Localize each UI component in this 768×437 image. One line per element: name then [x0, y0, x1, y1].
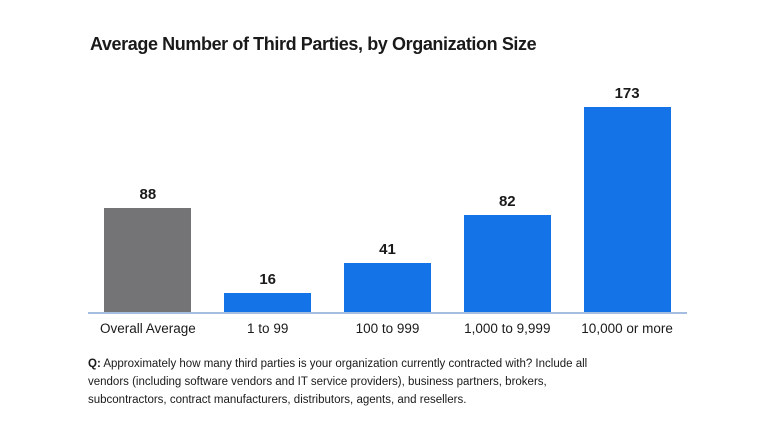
bar-group: 82: [447, 193, 567, 312]
footnote-line: Q: Approximately how many third parties …: [88, 355, 687, 373]
bar-category-label: Overall Average: [99, 321, 196, 336]
bar-value-label: 82: [498, 193, 516, 210]
footnote-line: subcontractors, contract manufacturers, …: [88, 394, 467, 406]
bar-value-label: 88: [139, 186, 157, 203]
footnote-q-prefix: Q:: [88, 358, 101, 370]
bar-group: 16: [208, 271, 328, 312]
category-axis-labels: Overall Average 1 to 99 100 to 999 1,000 to…: [88, 321, 687, 336]
bar: [104, 208, 192, 312]
bar-group: 173: [567, 85, 687, 312]
survey-question-footnote: Q: Approximately how many third parties …: [88, 355, 687, 409]
bar: [583, 107, 671, 312]
bar-category-label: 10,000 or more: [581, 321, 673, 336]
footnote-line-text: Approximately how many third parties is …: [103, 358, 588, 370]
chart-title: Average Number of Third Parties, by Orga…: [90, 34, 537, 54]
bar-category-label: 100 to 999: [355, 321, 420, 336]
bar: [343, 263, 431, 312]
footnote-line: vendors (including software vendors and …: [88, 376, 547, 388]
bar-category-label: 1,000 to 9,999: [464, 321, 551, 336]
bar: [463, 215, 551, 312]
bar-value-label: 173: [614, 85, 640, 102]
bar: [224, 293, 312, 312]
bar-category-label: 1 to 99: [247, 321, 289, 336]
bar-value-label: 16: [259, 271, 277, 288]
bar-group: 41: [328, 241, 448, 312]
bar-chart-plot-area: 88 16 41 82 173: [88, 57, 687, 314]
bar-value-label: 41: [379, 241, 396, 258]
bar-group: 88: [88, 186, 208, 312]
